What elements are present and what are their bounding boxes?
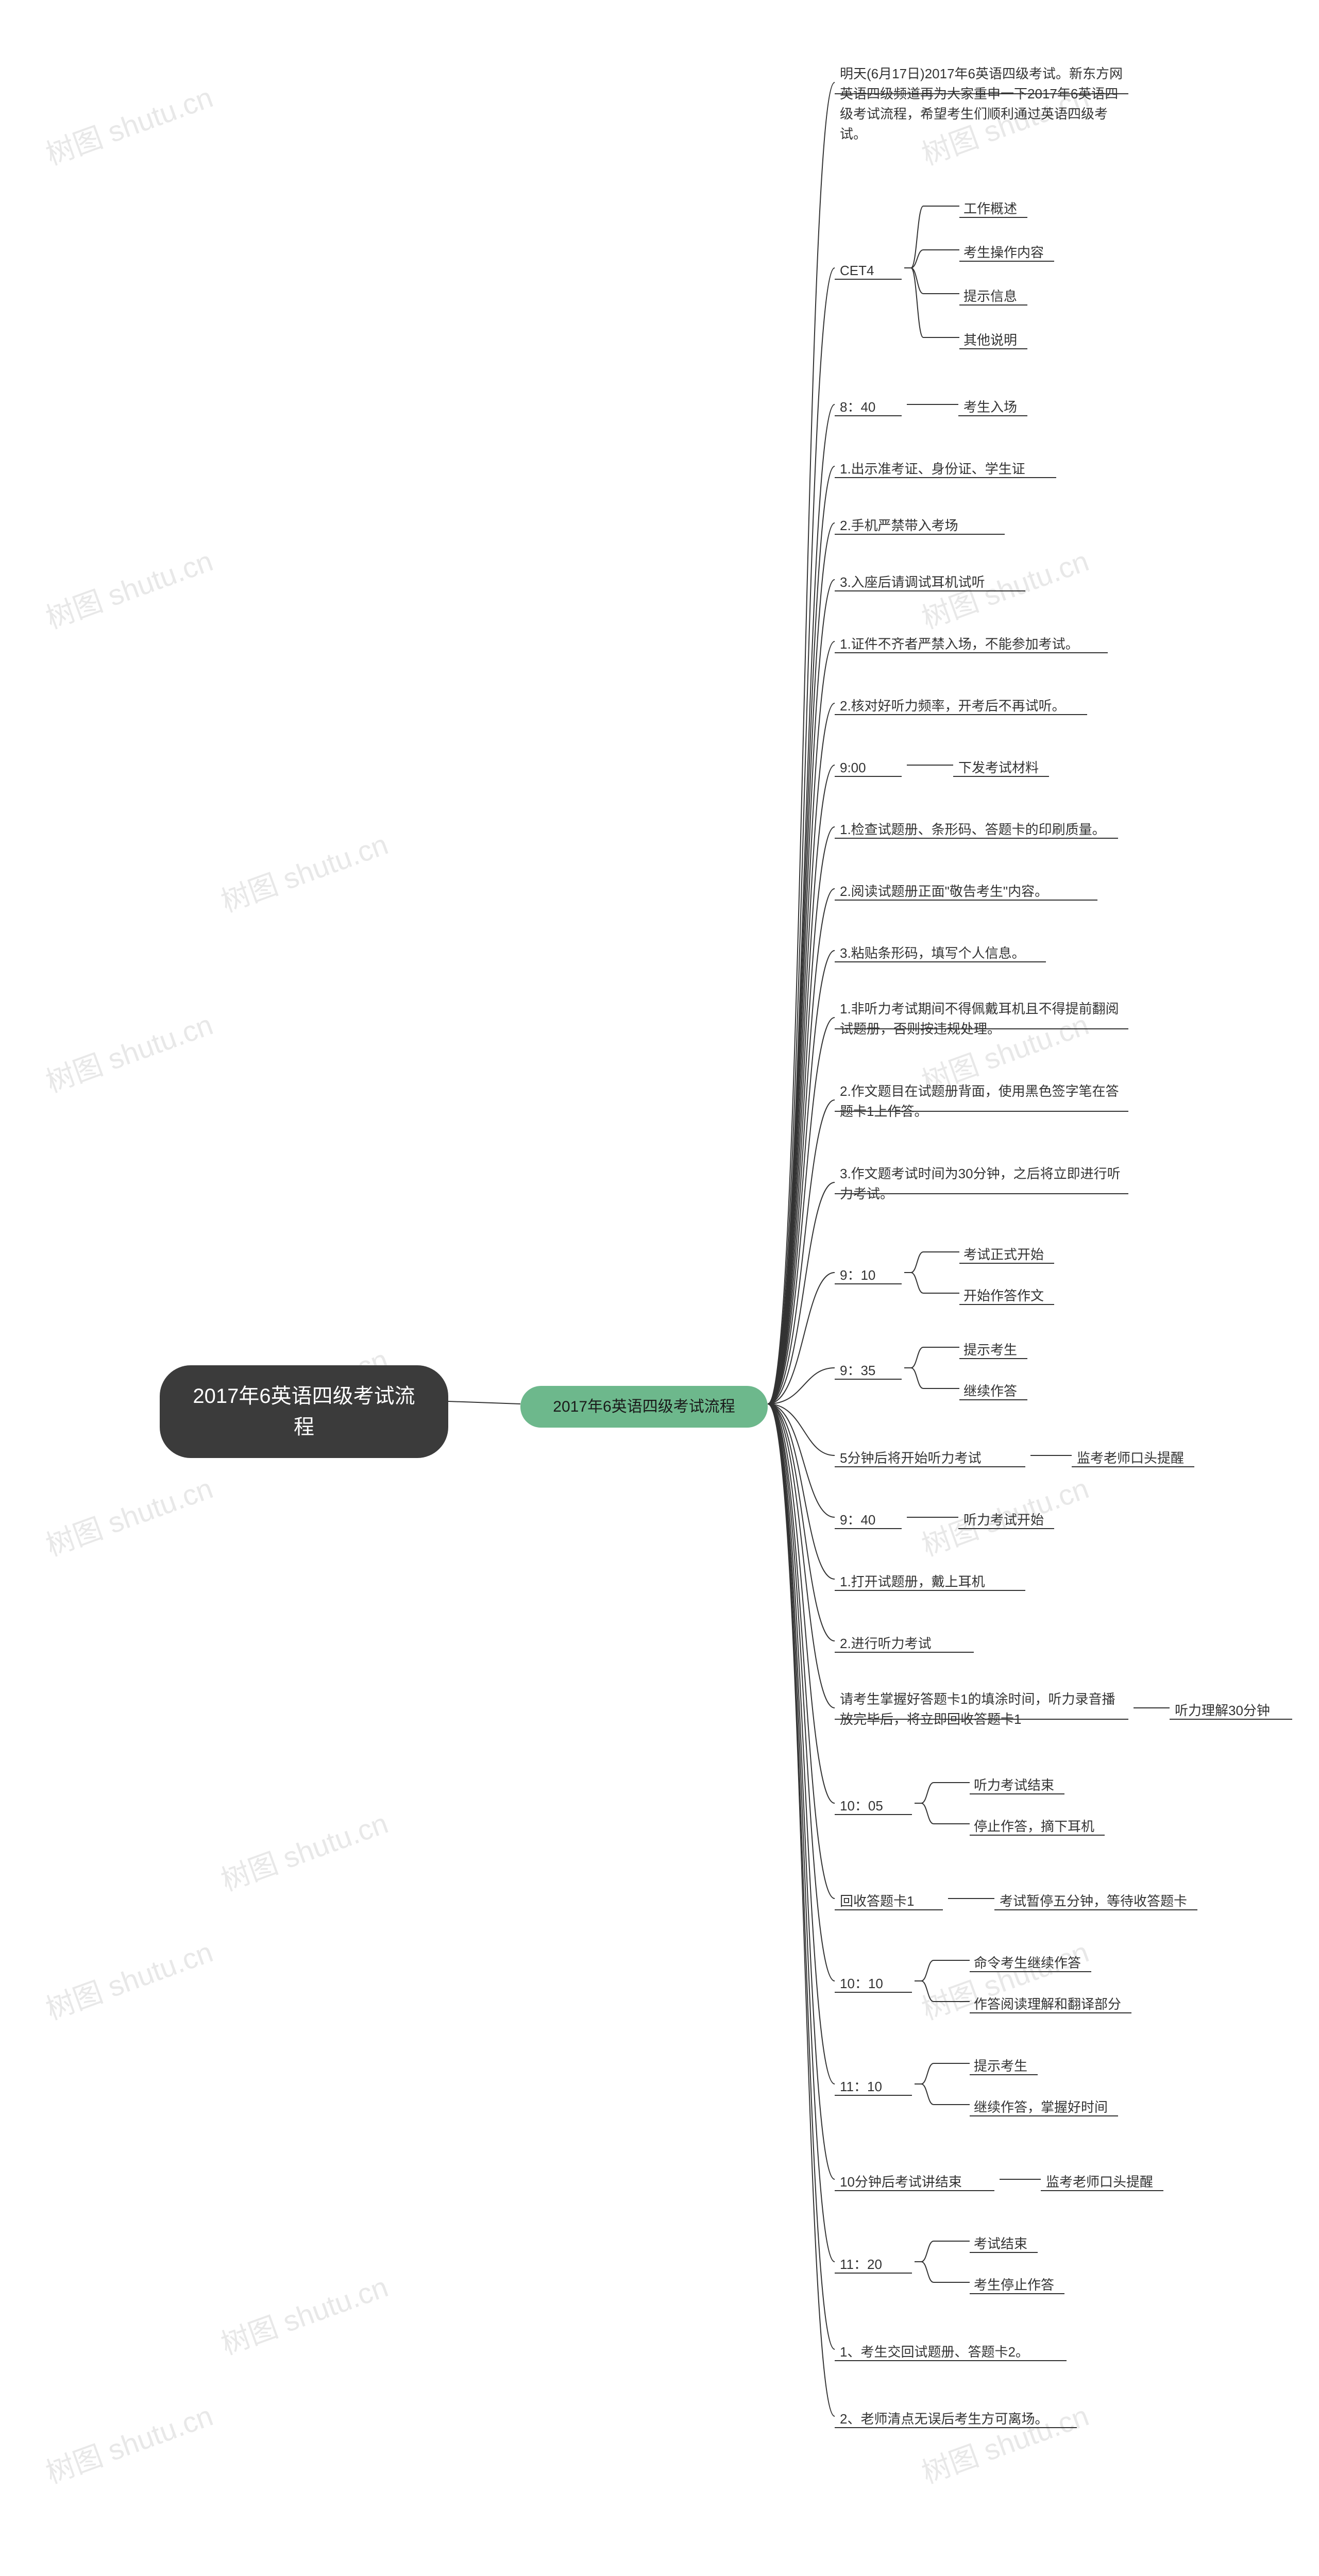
branch-node: 2、老师清点无误后考生方可离场。 [840, 2407, 1077, 2431]
child-node: 提示考生 [963, 1338, 1017, 1362]
branch-node: CET4 [840, 259, 902, 283]
branch-node: 2.作文题目在试题册背面，使用黑色签字笔在答题卡1上作答。 [840, 1079, 1128, 1124]
child-node: 考试暂停五分钟，等待收答题卡 [1000, 1889, 1187, 1913]
child-node: 监考老师口头提醒 [1046, 2170, 1153, 2194]
branch-node: 10分钟后考试讲结束 [840, 2170, 994, 2194]
branch-node: 11：10 [840, 2075, 912, 2099]
child-node: 提示信息 [963, 284, 1017, 309]
branch-node: 明天(6月17日)2017年6英语四级考试。新东方网英语四级频道再为大家重申一下… [840, 62, 1128, 146]
branch-node: 2.手机严禁带入考场 [840, 514, 1005, 538]
branch-node: 8：40 [840, 395, 902, 419]
branch-node: 2.阅读试题册正面"敬告考生"内容。 [840, 879, 1097, 904]
sub-node: 2017年6英语四级考试流程 [520, 1386, 768, 1428]
root-node: 2017年6英语四级考试流程 [160, 1365, 448, 1458]
child-node: 考生入场 [963, 395, 1017, 419]
branch-node: 1.打开试题册，戴上耳机 [840, 1570, 1025, 1594]
branch-node: 10：05 [840, 1794, 912, 1818]
branch-node: 1.检查试题册、条形码、答题卡的印刷质量。 [840, 818, 1118, 842]
branch-node: 9:00 [840, 756, 902, 780]
child-node: 下发考试材料 [958, 756, 1039, 780]
child-node: 作答阅读理解和翻译部分 [974, 1992, 1121, 2016]
child-node: 听力考试开始 [963, 1508, 1044, 1532]
branch-node: 1.出示准考证、身份证、学生证 [840, 457, 1056, 481]
branch-node: 1.证件不齐者严禁入场，不能参加考试。 [840, 632, 1108, 656]
child-node: 听力理解30分钟 [1175, 1699, 1270, 1723]
child-node: 命令考生继续作答 [974, 1951, 1081, 1975]
child-node: 开始作答作文 [963, 1284, 1044, 1308]
branch-node: 回收答题卡1 [840, 1889, 943, 1913]
branch-node: 1、考生交回试题册、答题卡2。 [840, 2340, 1067, 2364]
child-node: 继续作答，掌握好时间 [974, 2095, 1108, 2120]
child-node: 停止作答，摘下耳机 [974, 1815, 1094, 1839]
child-node: 提示考生 [974, 2054, 1027, 2078]
child-node: 考试正式开始 [963, 1243, 1044, 1267]
branch-node: 11：20 [840, 2252, 912, 2277]
child-node: 考生操作内容 [963, 241, 1044, 265]
branch-node: 3.作文题考试时间为30分钟，之后将立即进行听力考试。 [840, 1162, 1128, 1206]
branch-node: 1.非听力考试期间不得佩戴耳机且不得提前翻阅试题册，否则按违规处理。 [840, 997, 1128, 1041]
child-node: 听力考试结束 [974, 1773, 1054, 1798]
child-node: 其他说明 [963, 328, 1017, 352]
branch-node: 3.入座后请调试耳机试听 [840, 570, 1025, 595]
child-node: 考试结束 [974, 2232, 1027, 2256]
branch-node: 9：10 [840, 1263, 902, 1287]
child-node: 考生停止作答 [974, 2273, 1054, 2297]
branch-node: 5分钟后将开始听力考试 [840, 1446, 1025, 1470]
branch-node: 2.进行听力考试 [840, 1632, 974, 1656]
branch-node: 2.核对好听力频率，开考后不再试听。 [840, 694, 1087, 718]
branch-node: 10：10 [840, 1972, 912, 1996]
child-node: 继续作答 [963, 1379, 1017, 1403]
branch-node: 9：40 [840, 1508, 902, 1532]
branch-node: 9：35 [840, 1359, 902, 1383]
child-node: 工作概述 [963, 197, 1017, 221]
child-node: 监考老师口头提醒 [1077, 1446, 1184, 1470]
branch-node: 3.粘贴条形码，填写个人信息。 [840, 941, 1046, 965]
branch-node: 请考生掌握好答题卡1的填涂时间，听力录音播放完毕后，将立即回收答题卡1 [840, 1687, 1128, 1732]
